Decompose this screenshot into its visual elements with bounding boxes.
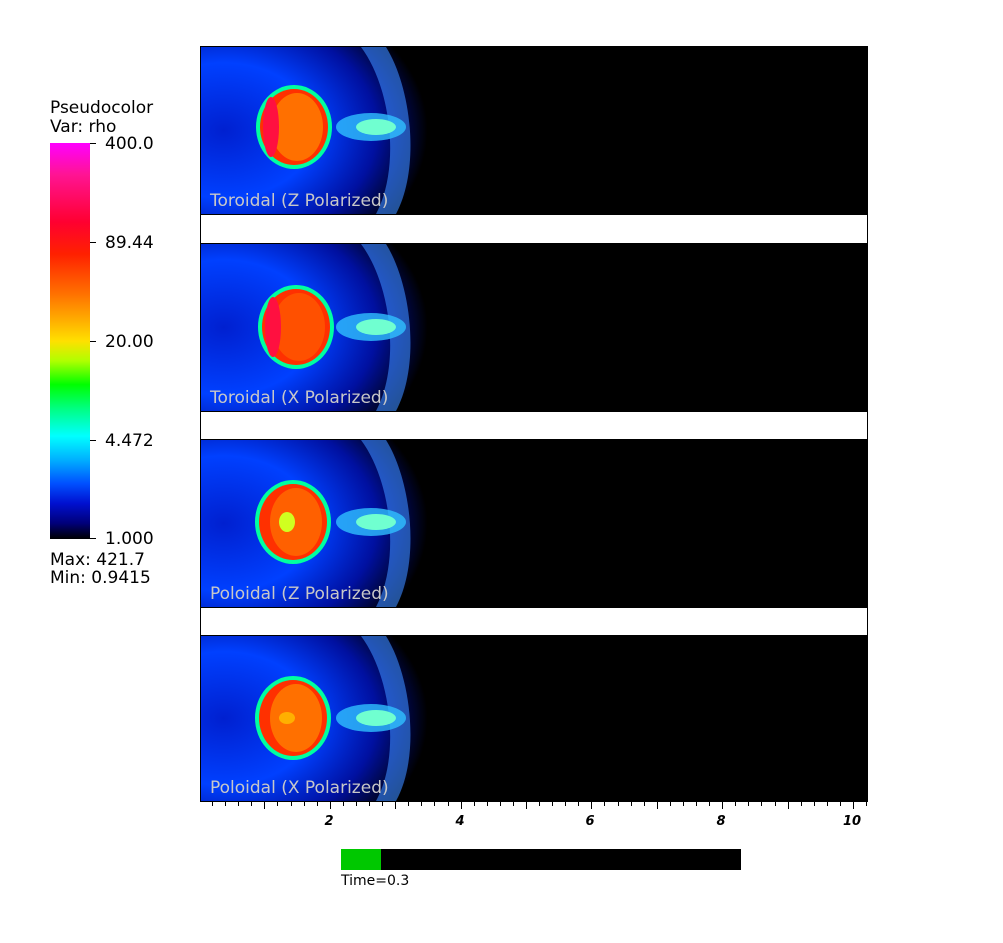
x-axis-tick xyxy=(683,802,684,806)
legend-variable: Var: rho xyxy=(50,117,117,137)
x-axis-tick xyxy=(748,802,749,806)
colorbar-tick-label: 89.44 xyxy=(105,233,154,253)
time-progress-fill xyxy=(341,849,381,870)
x-axis-tick xyxy=(840,802,841,806)
x-axis-tick xyxy=(461,802,462,809)
x-axis-tick xyxy=(552,802,553,806)
x-axis-tick xyxy=(866,802,867,806)
x-axis-tick xyxy=(421,802,422,806)
legend-max: Max: 421.7 xyxy=(50,550,145,570)
simulation-panel: Poloidal (Z Polarized) xyxy=(201,440,867,607)
colorbar-tick-label: 1.000 xyxy=(105,529,154,549)
x-axis-tick xyxy=(369,802,370,806)
panel-label: Toroidal (X Polarized) xyxy=(210,388,389,408)
panel-separator xyxy=(201,214,867,244)
x-axis-tick xyxy=(291,802,292,806)
x-axis-label: 4 xyxy=(455,814,465,829)
colorbar-tick xyxy=(90,341,96,342)
x-axis-tick xyxy=(539,802,540,806)
x-axis-tick xyxy=(238,802,239,806)
simulation-panel: Poloidal (X Polarized) xyxy=(201,636,867,801)
x-axis-label: 10 xyxy=(842,814,862,829)
x-axis-tick xyxy=(801,802,802,806)
density-field xyxy=(201,636,428,801)
x-axis-tick xyxy=(304,802,305,806)
x-axis-tick xyxy=(709,802,710,806)
x-axis-tick xyxy=(277,802,278,806)
density-field xyxy=(201,47,428,214)
simulation-panel: Toroidal (Z Polarized) xyxy=(201,47,867,214)
x-axis-tick xyxy=(631,802,632,806)
x-axis-tick xyxy=(474,802,475,806)
legend-min: Min: 0.9415 xyxy=(50,568,151,588)
density-field xyxy=(201,440,428,607)
x-axis-tick xyxy=(382,802,383,806)
x-axis-tick xyxy=(212,802,213,806)
x-axis-tick xyxy=(513,802,514,806)
x-axis-tick xyxy=(434,802,435,806)
colorbar-gradient xyxy=(50,143,90,539)
density-field xyxy=(201,244,428,411)
x-axis-tick xyxy=(591,802,592,809)
x-axis-label: 2 xyxy=(324,814,334,829)
x-axis-label: 8 xyxy=(716,814,726,829)
x-axis-tick xyxy=(670,802,671,806)
x-axis-tick xyxy=(356,802,357,806)
x-axis-tick xyxy=(343,802,344,806)
legend-title: Pseudocolor xyxy=(50,98,154,118)
x-axis-tick xyxy=(264,802,265,809)
colorbar-tick-label: 20.00 xyxy=(105,332,154,352)
panel-separator xyxy=(201,411,867,440)
x-axis-tick xyxy=(696,802,697,806)
colorbar-tick xyxy=(90,538,96,539)
x-axis-tick xyxy=(251,802,252,806)
x-axis-tick xyxy=(618,802,619,806)
x-axis-tick xyxy=(788,802,789,809)
x-axis-tick xyxy=(395,802,396,809)
x-axis-tick xyxy=(500,802,501,806)
x-axis-tick xyxy=(578,802,579,806)
x-axis-tick xyxy=(761,802,762,806)
x-axis-tick xyxy=(448,802,449,806)
x-axis-tick xyxy=(644,802,645,806)
colorbar-tick xyxy=(90,242,96,243)
colorbar-tick xyxy=(90,440,96,441)
simulation-plot: Toroidal (Z Polarized) Toroidal (X Polar xyxy=(200,46,868,802)
colorbar-tick-label: 4.472 xyxy=(105,431,154,451)
time-progress-bar xyxy=(341,849,741,870)
panel-label: Toroidal (Z Polarized) xyxy=(210,191,389,211)
x-axis-tick xyxy=(853,802,854,809)
panel-label: Poloidal (Z Polarized) xyxy=(210,584,389,604)
colorbar-tick xyxy=(90,143,96,144)
x-axis-tick xyxy=(657,802,658,809)
x-axis-tick xyxy=(827,802,828,806)
x-axis-tick xyxy=(487,802,488,806)
x-axis-tick xyxy=(408,802,409,806)
time-label: Time=0.3 xyxy=(341,873,410,889)
panel-separator xyxy=(201,607,867,636)
panel-label: Poloidal (X Polarized) xyxy=(210,778,389,798)
x-axis-tick xyxy=(814,802,815,806)
x-axis-tick xyxy=(526,802,527,809)
x-axis-label: 6 xyxy=(585,814,595,829)
x-axis-tick xyxy=(565,802,566,806)
x-axis-tick xyxy=(317,802,318,806)
x-axis-tick xyxy=(330,802,331,809)
x-axis-tick xyxy=(722,802,723,809)
simulation-panel: Toroidal (X Polarized) xyxy=(201,244,867,411)
colorbar-legend: Pseudocolor Var: rho 400.0 89.44 20.00 4… xyxy=(0,0,200,600)
x-axis: 2 4 6 8 10 xyxy=(200,802,868,832)
x-axis-tick xyxy=(604,802,605,806)
colorbar-tick-label: 400.0 xyxy=(105,134,154,154)
x-axis-tick xyxy=(775,802,776,806)
x-axis-tick xyxy=(225,802,226,806)
x-axis-tick xyxy=(735,802,736,806)
